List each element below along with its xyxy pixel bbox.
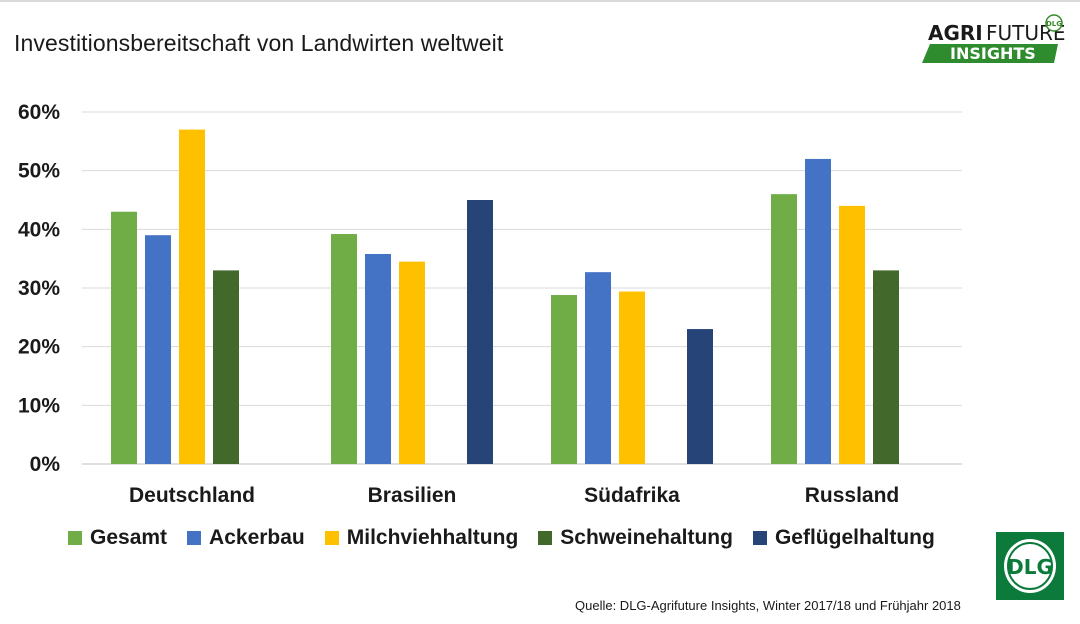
legend-item-milchviehhaltung: Milchviehhaltung (324, 526, 519, 550)
legend-label: Gesamt (90, 526, 168, 549)
bar-gesamt-südafrika (551, 295, 577, 464)
y-tick-label: 60% (18, 101, 60, 124)
logo-dlg-badge (1045, 14, 1063, 32)
bar-gesamt-brasilien (331, 234, 357, 464)
y-tick-label: 0% (30, 453, 61, 476)
bar-geflügelhaltung-südafrika (687, 329, 713, 464)
bar-schweinehaltung-deutschland (213, 270, 239, 464)
x-category-label: Brasilien (368, 484, 457, 507)
bar-milchviehhaltung-brasilien (399, 261, 425, 464)
legend-swatch (187, 531, 202, 545)
bar-ackerbau-russland (805, 158, 831, 464)
legend-item-ackerbau: Ackerbau (187, 526, 305, 550)
logo-badge-text: DLG (1046, 20, 1062, 28)
y-tick-label: 50% (18, 160, 60, 183)
legend-label: Milchviehhaltung (346, 526, 519, 549)
x-category-label: Südafrika (584, 484, 680, 507)
legend-swatch (752, 531, 767, 545)
bar-milchviehhaltung-russland (839, 205, 865, 464)
top-rule (0, 0, 1080, 2)
dlg-logo-ring (1007, 542, 1053, 590)
legend: Gesamt Ackerbau Milchviehhaltung Schweineha… (68, 526, 955, 550)
bar-ackerbau-brasilien (365, 253, 391, 464)
bar-gesamt-russland (771, 194, 797, 464)
bar-ackerbau-südafrika (585, 272, 611, 464)
chart-title: Investitionsbereitschaft von Landwirten … (14, 30, 504, 56)
dlg-logo: DLG (996, 532, 1064, 600)
legend-item-geflügelhaltung: Geflügelhaltung (752, 526, 935, 550)
logo-insights-banner (922, 44, 1058, 63)
legend-item-gesamt: Gesamt (68, 526, 167, 550)
x-category-label: Deutschland (129, 484, 255, 507)
y-tick-label: 40% (18, 218, 60, 241)
logo-agri-text: AGRI (928, 21, 983, 45)
bar-schweinehaltung-russland (873, 270, 899, 464)
bar-ackerbau-deutschland (145, 235, 171, 464)
agrifuture-insights-logo: AGRI FUTURE INSIGHTS DLG (922, 14, 1066, 63)
logo-insights-text: INSIGHTS (950, 44, 1036, 63)
legend-swatch (538, 531, 553, 545)
source-note: Quelle: DLG-Agrifuture Insights, Winter … (575, 598, 961, 613)
legend-label: Schweinehaltung (560, 526, 733, 549)
legend-item-schweinehaltung: Schweinehaltung (538, 526, 733, 550)
legend-swatch (68, 531, 82, 545)
bar-gesamt-deutschland (111, 211, 137, 464)
legend-label: Ackerbau (209, 526, 305, 549)
y-tick-label: 10% (18, 394, 60, 417)
legend-label: Geflügelhaltung (774, 526, 935, 549)
dlg-logo-oval (1004, 539, 1056, 593)
bar-geflügelhaltung-brasilien (467, 200, 493, 464)
y-tick-label: 20% (18, 336, 60, 359)
x-category-label: Russland (805, 484, 900, 507)
legend-swatch (324, 531, 339, 545)
bar-milchviehhaltung-südafrika (619, 291, 645, 464)
bar-milchviehhaltung-deutschland (179, 129, 205, 464)
dlg-logo-text: DLG (1007, 555, 1053, 579)
y-tick-label: 30% (18, 277, 60, 300)
